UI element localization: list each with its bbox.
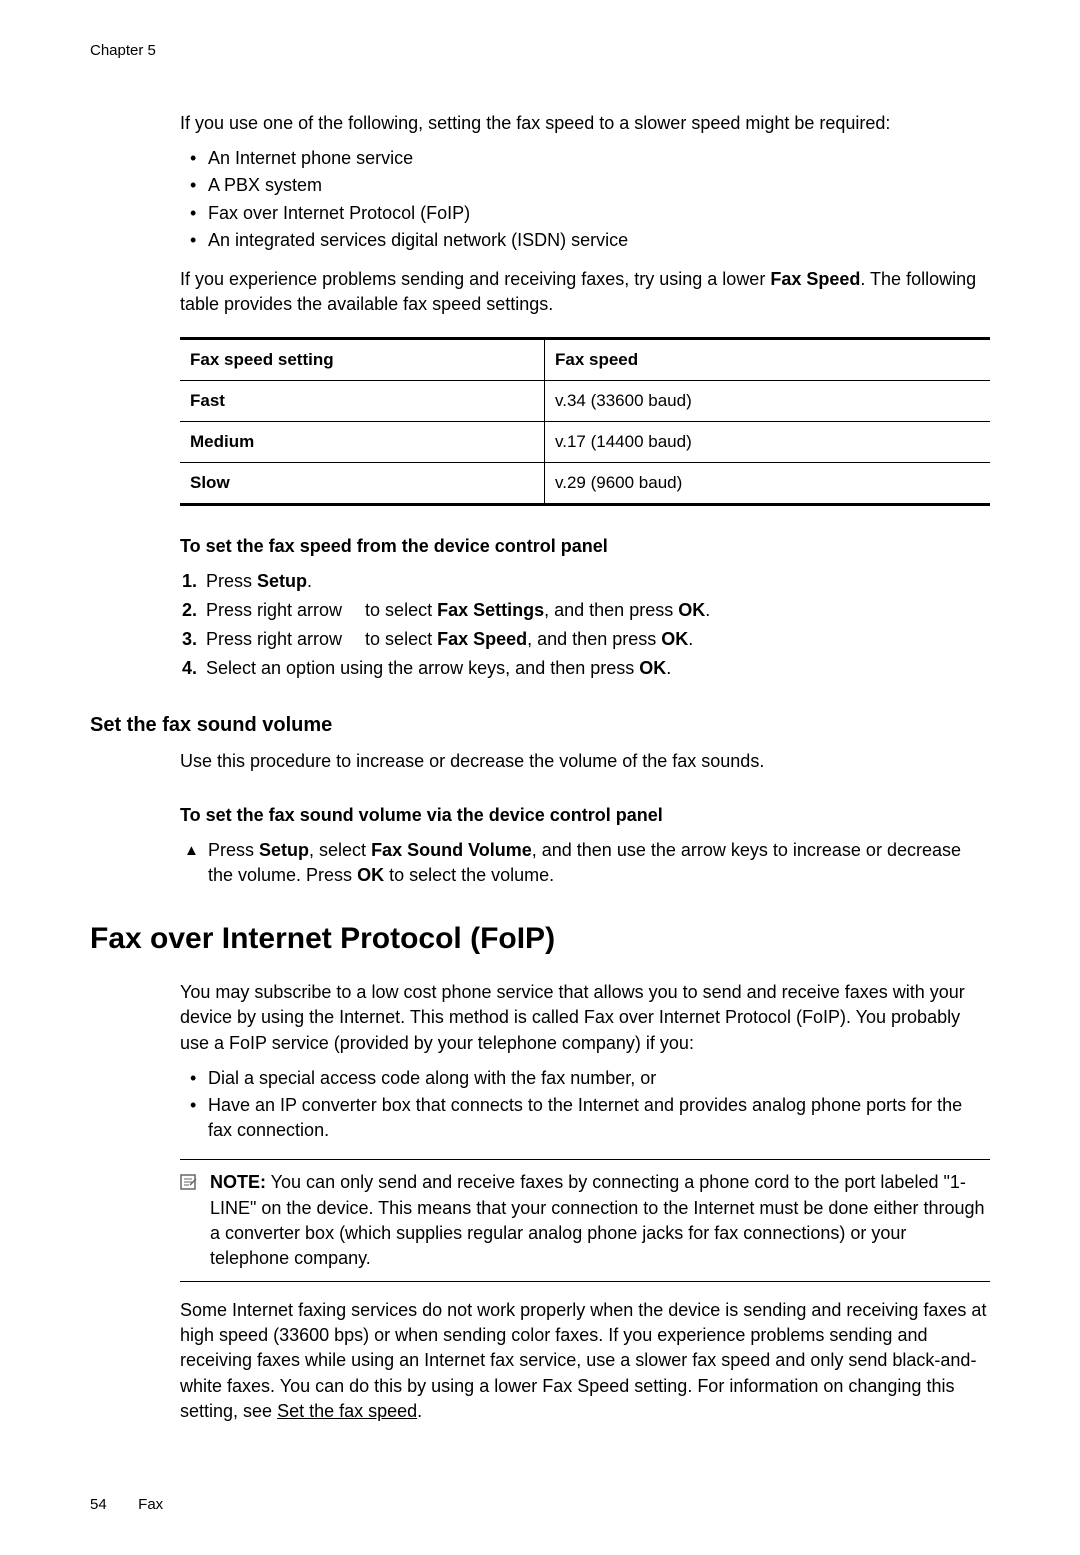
- table-row: Fast v.34 (33600 baud): [180, 381, 990, 422]
- subtitle-set-speed: To set the fax speed from the device con…: [180, 534, 990, 559]
- intro-paragraph-2: If you experience problems sending and r…: [180, 267, 990, 317]
- foip-content: You may subscribe to a low cost phone se…: [180, 980, 990, 1424]
- bullet-item: A PBX system: [180, 173, 990, 198]
- table-cell: v.29 (9600 baud): [545, 462, 991, 504]
- heading-foip: Fax over Internet Protocol (FoIP): [90, 918, 990, 960]
- heading-sound-volume: Set the fax sound volume: [90, 711, 990, 739]
- fax-speed-table: Fax speed setting Fax speed Fast v.34 (3…: [180, 337, 990, 505]
- note-label: NOTE:: [210, 1172, 266, 1192]
- note-text: You can only send and receive faxes by c…: [210, 1172, 985, 1268]
- foip-paragraph-2: Some Internet faxing services do not wor…: [180, 1298, 990, 1424]
- table-cell: v.17 (14400 baud): [545, 421, 991, 462]
- sound-paragraph: Use this procedure to increase or decrea…: [180, 749, 990, 774]
- bullet-item: Fax over Internet Protocol (FoIP): [180, 201, 990, 226]
- bullet-item: Dial a special access code along with th…: [180, 1066, 990, 1091]
- note-box: NOTE: You can only send and receive faxe…: [180, 1159, 990, 1282]
- table-row: Slow v.29 (9600 baud): [180, 462, 990, 504]
- set-fax-speed-link[interactable]: Set the fax speed: [277, 1401, 417, 1421]
- table-cell: Slow: [180, 462, 545, 504]
- step-item: Press Setup.: [202, 569, 990, 594]
- step-item: Select an option using the arrow keys, a…: [202, 656, 990, 681]
- bullet-item: An integrated services digital network (…: [180, 228, 990, 253]
- step-item: Press right arrow to select Fax Speed, a…: [202, 627, 990, 652]
- foip-paragraph: You may subscribe to a low cost phone se…: [180, 980, 990, 1056]
- table-cell: Fast: [180, 381, 545, 422]
- table-header: Fax speed setting: [180, 339, 545, 381]
- content-area: If you use one of the following, setting…: [180, 111, 990, 681]
- triangle-step: Press Setup, select Fax Sound Volume, an…: [180, 838, 990, 888]
- sound-content: Use this procedure to increase or decrea…: [180, 749, 990, 888]
- table-cell: Medium: [180, 421, 545, 462]
- table-row: Medium v.17 (14400 baud): [180, 421, 990, 462]
- step-item: Press right arrow to select Fax Settings…: [202, 598, 990, 623]
- page-number: 54: [90, 1494, 134, 1515]
- bullet-item: An Internet phone service: [180, 146, 990, 171]
- chapter-header: Chapter 5: [90, 40, 990, 61]
- set-speed-steps: Press Setup. Press right arrow to select…: [180, 569, 990, 682]
- bullet-item: Have an IP converter box that connects t…: [180, 1093, 990, 1143]
- foip-bullets: Dial a special access code along with th…: [180, 1066, 990, 1144]
- subtitle-sound: To set the fax sound volume via the devi…: [180, 803, 990, 828]
- table-header-row: Fax speed setting Fax speed: [180, 339, 990, 381]
- table-header: Fax speed: [545, 339, 991, 381]
- table-cell: v.34 (33600 baud): [545, 381, 991, 422]
- page-footer: 54 Fax: [90, 1494, 990, 1515]
- intro-paragraph: If you use one of the following, setting…: [180, 111, 990, 136]
- note-icon: [178, 1172, 198, 1192]
- section-name: Fax: [138, 1496, 163, 1513]
- intro-bullets: An Internet phone service A PBX system F…: [180, 146, 990, 253]
